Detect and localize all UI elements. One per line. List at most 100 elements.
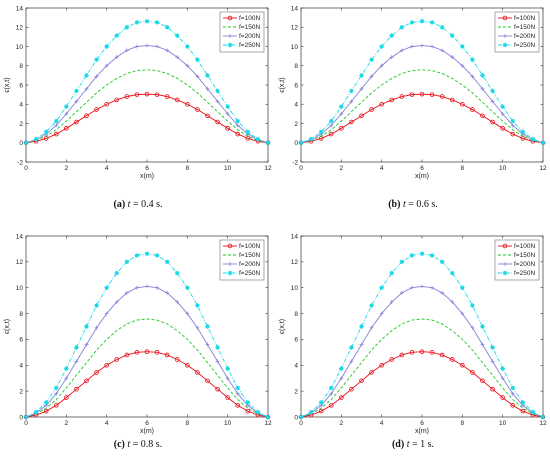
legend-label: f=150N: [514, 252, 535, 259]
y-tick-label: 12: [16, 259, 24, 266]
data-point: [84, 86, 89, 91]
data-point: [174, 97, 180, 103]
data-point: [144, 18, 150, 24]
data-point: [94, 370, 99, 375]
data-point: [450, 270, 455, 276]
data-point: [460, 362, 465, 368]
legend-label: f=200N: [514, 33, 535, 40]
series-line: [25, 69, 269, 144]
series-f=250N: [23, 18, 271, 145]
y-tick-label: 6: [294, 337, 298, 344]
data-point: [245, 408, 251, 414]
data-point: [134, 92, 140, 97]
data-point: [369, 57, 374, 62]
data-point: [114, 270, 119, 276]
series-f=250N: [298, 18, 546, 145]
data-point: [175, 55, 180, 60]
data-point: [205, 342, 210, 347]
data-point: [440, 290, 445, 295]
y-axis-label: ϵ(x,t): [279, 77, 286, 92]
data-point: [409, 253, 415, 258]
caption-math: t: [127, 439, 131, 450]
legend-label: f=200N: [239, 33, 260, 40]
x-tick-label: 6: [420, 165, 424, 172]
data-point: [480, 73, 485, 78]
data-point: [399, 25, 405, 30]
data-point: [215, 386, 220, 392]
data-point: [205, 378, 210, 384]
data-point: [94, 303, 99, 308]
x-tick-label: 2: [65, 420, 69, 427]
data-point: [124, 352, 130, 358]
y-tick-label: 0: [294, 414, 298, 421]
x-axis-label: x(m): [415, 173, 429, 180]
data-point: [227, 243, 233, 249]
data-point: [235, 385, 240, 391]
data-point: [439, 259, 445, 265]
data-point: [419, 91, 425, 97]
data-point: [430, 285, 435, 290]
x-tick-label: 8: [186, 165, 190, 172]
series-f=150N: [300, 69, 544, 144]
data-point: [500, 104, 505, 109]
data-point: [84, 342, 89, 347]
caption-rest: = 0.8 s.: [132, 439, 163, 450]
data-point: [389, 55, 394, 60]
data-point: [430, 44, 435, 49]
x-axis-label: x(m): [415, 428, 429, 435]
data-point: [195, 74, 200, 79]
data-point: [227, 270, 233, 276]
series-f=100N: [298, 349, 546, 420]
data-point: [155, 285, 160, 290]
data-point: [460, 63, 465, 68]
x-tick-label: 6: [145, 165, 149, 172]
caption-c: (c) t = 0.8 s.: [38, 439, 238, 450]
data-point: [145, 43, 149, 48]
data-point: [54, 123, 59, 128]
data-point: [540, 414, 546, 420]
data-point: [500, 111, 505, 116]
data-point: [205, 113, 210, 119]
data-point: [369, 303, 374, 308]
x-tick-label: 8: [461, 420, 465, 427]
x-tick-label: 0: [24, 420, 28, 427]
data-point: [195, 107, 200, 112]
data-point: [470, 303, 475, 308]
series-f=100N: [298, 91, 546, 146]
data-point: [540, 140, 546, 145]
series-f=200N: [299, 43, 545, 145]
data-point: [500, 395, 505, 400]
series-line: [300, 93, 544, 144]
data-point: [449, 357, 455, 362]
data-point: [114, 357, 120, 362]
y-tick-label: 10: [16, 44, 24, 51]
y-axis-label: ϵ(x,t): [4, 319, 11, 334]
x-tick-label: 12: [264, 165, 272, 172]
data-point: [64, 395, 69, 400]
legend-label: f=100N: [239, 243, 260, 250]
data-point: [124, 290, 129, 295]
data-point: [74, 359, 79, 364]
data-point: [510, 385, 515, 391]
legend-box: [219, 239, 265, 281]
data-point: [470, 107, 475, 112]
data-point: [144, 251, 150, 256]
data-point: [154, 253, 160, 258]
legend: f=100N f=150N f=200N f=250N: [219, 239, 265, 281]
data-point: [530, 409, 536, 415]
series-f=150N: [25, 318, 269, 418]
data-point: [134, 20, 140, 25]
legend-box: [219, 11, 265, 53]
data-point: [164, 94, 170, 99]
data-point: [429, 92, 435, 97]
data-point: [154, 92, 160, 97]
data-point: [94, 74, 99, 79]
data-point: [520, 136, 526, 141]
data-point: [420, 284, 424, 289]
y-tick-label: 2: [19, 388, 23, 395]
data-point: [490, 88, 495, 94]
y-tick-label: 4: [19, 363, 23, 370]
data-point: [379, 44, 384, 49]
legend-label: f=100N: [514, 243, 535, 250]
y-tick-label: 2: [19, 121, 23, 128]
